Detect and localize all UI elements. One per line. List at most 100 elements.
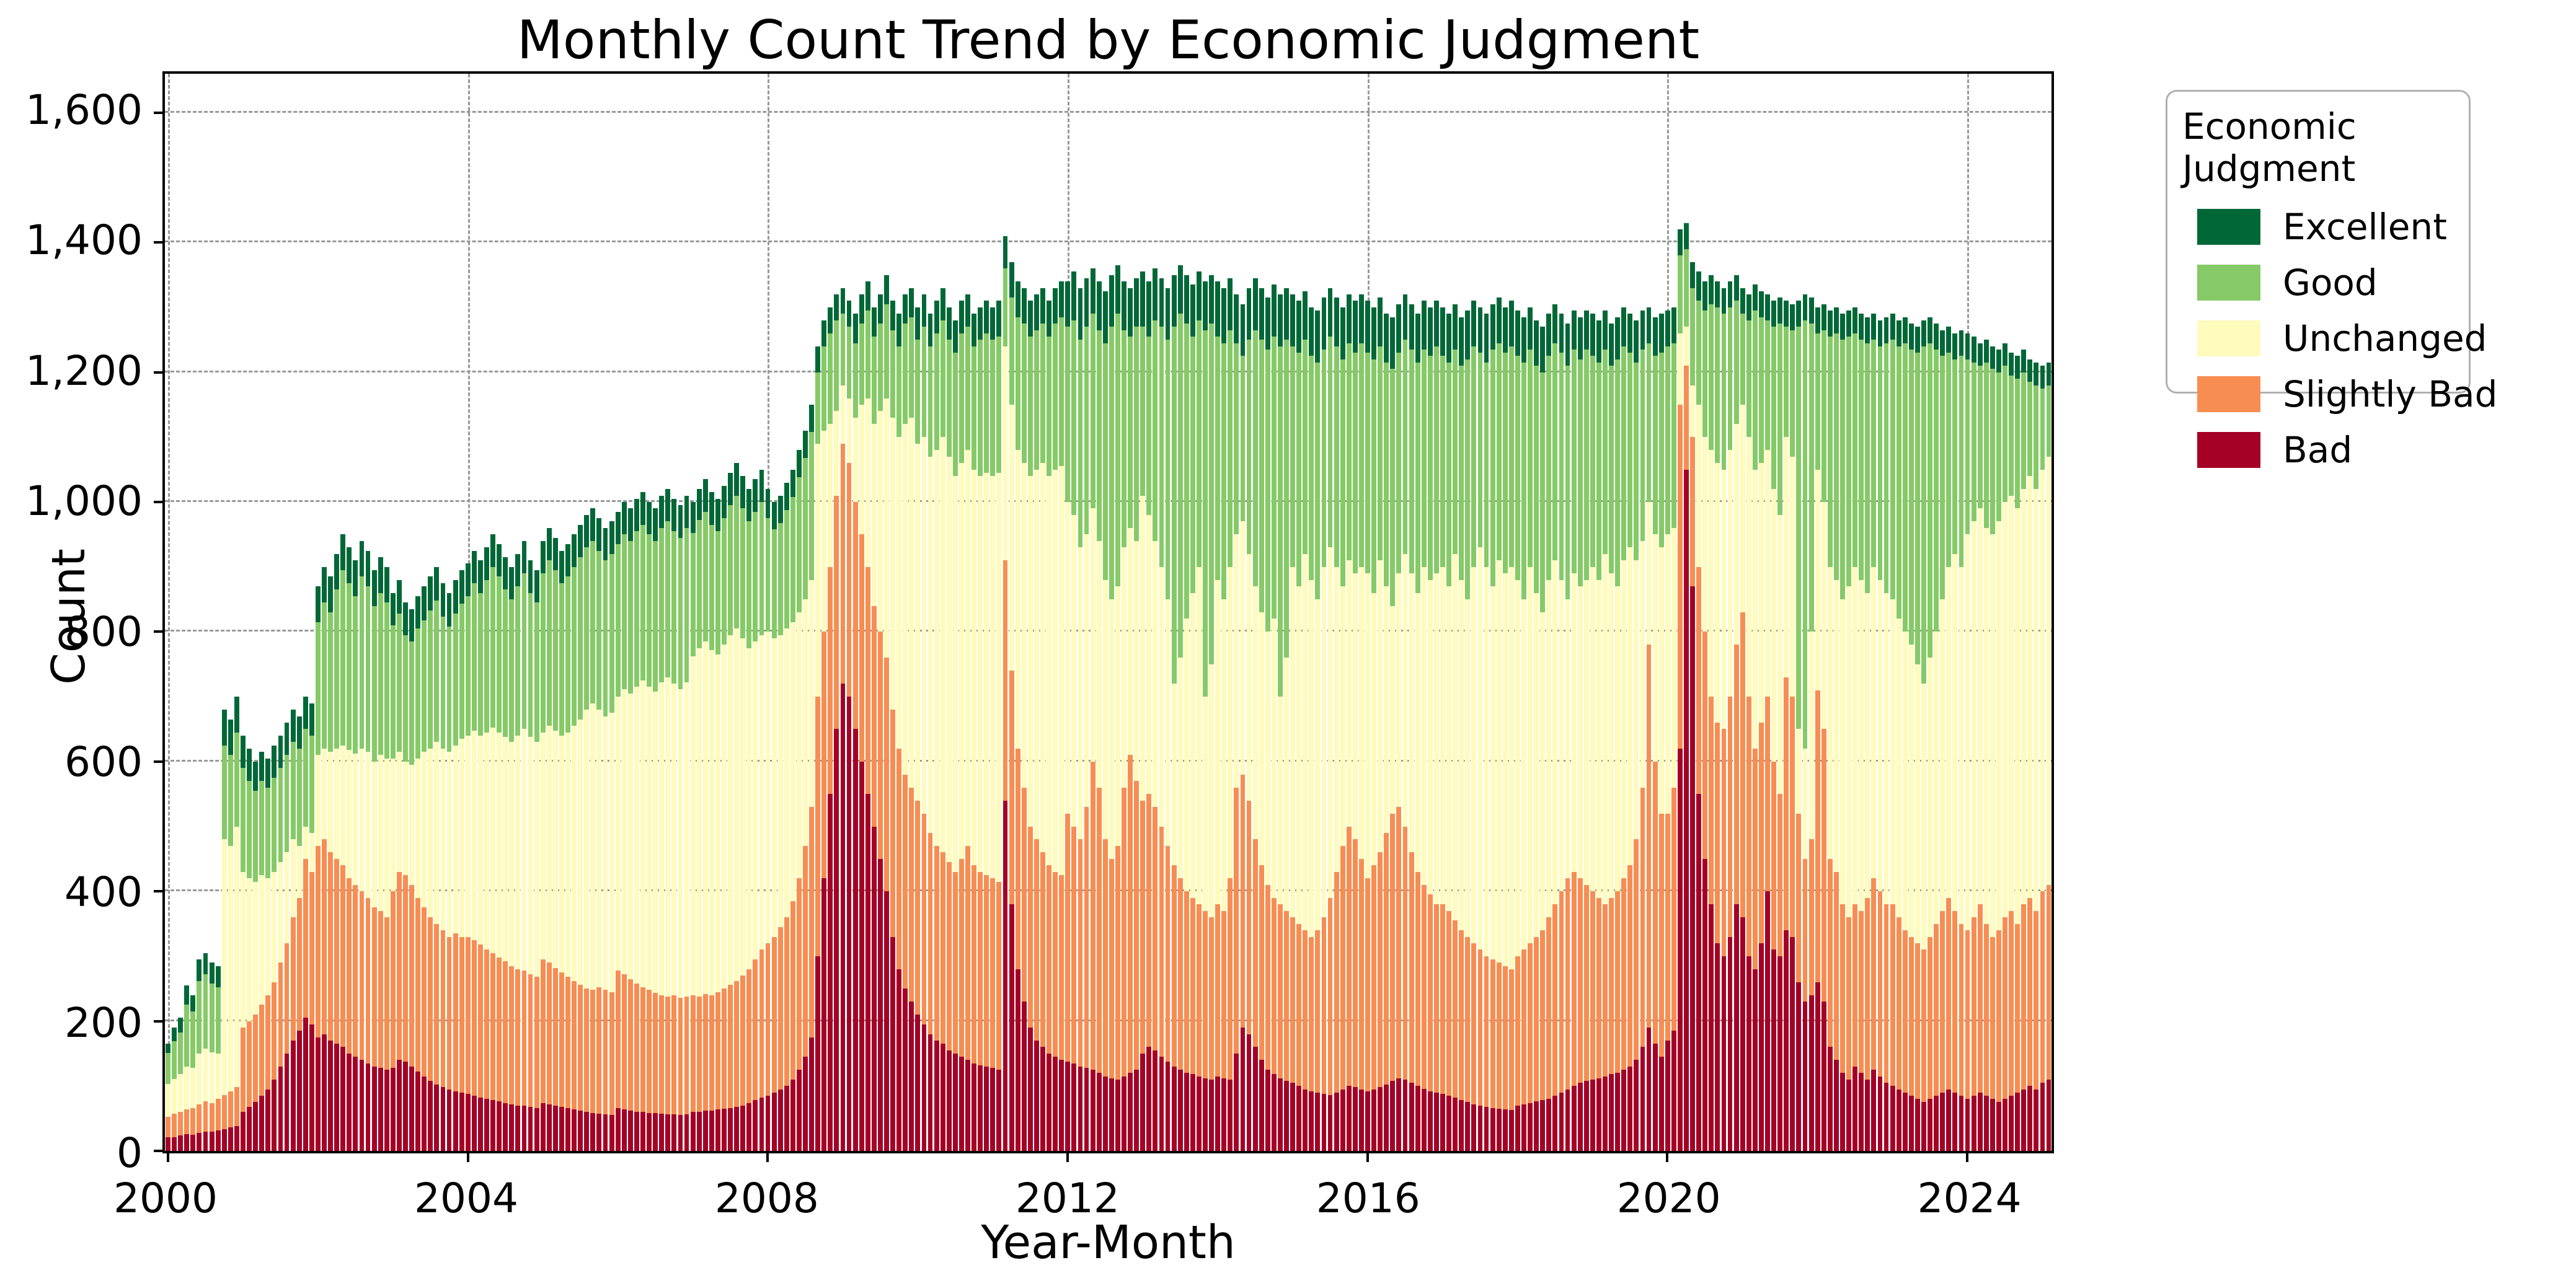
bar-segment-bad bbox=[303, 1018, 308, 1151]
bar-segment-slightly_bad bbox=[1534, 936, 1539, 1151]
h-gridline bbox=[165, 889, 2052, 892]
bar-segment-unchanged bbox=[1433, 573, 1439, 1151]
bar-segment-bad bbox=[1140, 1053, 1146, 1151]
bar-segment-slightly_bad bbox=[1122, 787, 1126, 1151]
bar-segment-bad bbox=[1627, 1066, 1633, 1151]
bar-segment-bad bbox=[665, 1114, 671, 1151]
bar-segment-bad bbox=[552, 1105, 558, 1151]
bar-segment-unchanged bbox=[784, 628, 789, 1151]
bar-segment-slightly_bad bbox=[634, 983, 639, 1151]
bar-segment-bad bbox=[1378, 1087, 1383, 1151]
y-tick-label: 1,200 bbox=[25, 346, 143, 395]
bar-month bbox=[446, 74, 453, 1151]
bar-segment-bad bbox=[1802, 1002, 1808, 1151]
bar-segment-bad bbox=[1727, 936, 1733, 1151]
bar-segment-bad bbox=[540, 1103, 546, 1151]
bar-segment-unchanged bbox=[1871, 566, 1877, 1151]
bar-segment-unchanged bbox=[722, 645, 727, 1151]
bar-month bbox=[309, 74, 315, 1151]
bar-segment-slightly_bad bbox=[1827, 858, 1833, 1151]
bar-segment-bad bbox=[1596, 1078, 1601, 1151]
bar-segment-slightly_bad bbox=[940, 852, 945, 1151]
bar-segment-slightly_bad bbox=[428, 917, 433, 1151]
bar-month bbox=[1490, 74, 1496, 1151]
bar-segment-slightly_bad bbox=[1453, 920, 1458, 1151]
bar-segment-bad bbox=[627, 1111, 633, 1151]
bar-segment-bad bbox=[590, 1113, 596, 1151]
bar-segment-unchanged bbox=[1471, 566, 1477, 1151]
bar-segment-slightly_bad bbox=[746, 969, 752, 1151]
bar-month bbox=[1409, 74, 1415, 1151]
bar-segment-slightly_bad bbox=[272, 982, 277, 1151]
bar-month bbox=[1983, 74, 1990, 1151]
bar-segment-bad bbox=[203, 1131, 208, 1151]
bar-segment-slightly_bad bbox=[952, 871, 958, 1151]
bar-month bbox=[583, 74, 590, 1151]
bar-segment-slightly_bad bbox=[334, 858, 340, 1151]
bar-segment-bad bbox=[1021, 1002, 1027, 1151]
bar-month bbox=[727, 74, 733, 1151]
bar-segment-unchanged bbox=[659, 682, 665, 1151]
bar-month bbox=[671, 74, 677, 1151]
bar-segment-bad bbox=[790, 1079, 795, 1151]
bar-month bbox=[715, 74, 721, 1151]
bar-segment-unchanged bbox=[2034, 489, 2039, 1151]
bar-month bbox=[1483, 74, 1489, 1151]
bar-month bbox=[421, 74, 427, 1151]
bar-segment-slightly_bad bbox=[640, 987, 645, 1151]
bar-segment-slightly_bad bbox=[1603, 904, 1608, 1151]
x-axis-label: Year-Month bbox=[981, 1216, 1236, 1269]
bar-month bbox=[1702, 74, 1708, 1151]
bar-month bbox=[1464, 74, 1471, 1151]
bar-month bbox=[1808, 74, 1815, 1151]
bar-segment-slightly_bad bbox=[1515, 956, 1520, 1151]
bar-month bbox=[1677, 74, 1683, 1151]
bar-segment-unchanged bbox=[1228, 566, 1233, 1151]
bar-segment-slightly_bad bbox=[1671, 787, 1676, 1151]
bar-segment-unchanged bbox=[1184, 619, 1189, 1151]
bar-month bbox=[1083, 74, 1089, 1151]
bar-segment-unchanged bbox=[615, 697, 621, 1151]
bar-segment-bad bbox=[296, 1031, 302, 1151]
bar-segment-slightly_bad bbox=[1109, 858, 1114, 1151]
bar-segment-unchanged bbox=[1908, 645, 1914, 1151]
bar-month bbox=[365, 74, 371, 1151]
bar-segment-slightly_bad bbox=[1840, 904, 1845, 1151]
bar-segment-slightly_bad bbox=[1359, 858, 1364, 1151]
bar-segment-slightly_bad bbox=[521, 970, 527, 1151]
bar-segment-slightly_bad bbox=[1908, 936, 1914, 1151]
bar-segment-unchanged bbox=[1190, 592, 1195, 1151]
bar-month bbox=[952, 74, 958, 1151]
legend-label: Bad bbox=[2283, 429, 2353, 471]
bar-segment-bad bbox=[1528, 1103, 1533, 1151]
bar-segment-bad bbox=[1790, 936, 1795, 1151]
bar-segment-bad bbox=[1196, 1076, 1202, 1151]
bar-segment-slightly_bad bbox=[765, 943, 771, 1151]
bar-segment-bad bbox=[178, 1135, 184, 1151]
bar-segment-unchanged bbox=[552, 730, 558, 1151]
bar-segment-bad bbox=[1215, 1076, 1221, 1151]
bar-segment-slightly_bad bbox=[890, 710, 896, 1151]
bar-month bbox=[1090, 74, 1096, 1151]
bar-segment-slightly_bad bbox=[803, 845, 808, 1151]
legend-label: Unchanged bbox=[2283, 317, 2487, 359]
bar-segment-bad bbox=[715, 1109, 720, 1151]
bar-segment-unchanged bbox=[503, 737, 508, 1151]
bar-segment-slightly_bad bbox=[596, 987, 602, 1151]
bar-segment-unchanged bbox=[1914, 664, 1920, 1151]
bar-segment-bad bbox=[272, 1079, 277, 1151]
bar-segment-bad bbox=[696, 1112, 702, 1151]
bar-month bbox=[2002, 74, 2008, 1151]
bar-segment-slightly_bad bbox=[1465, 936, 1471, 1151]
bar-segment-bad bbox=[1721, 956, 1727, 1151]
bar-segment-unchanged bbox=[1852, 566, 1858, 1151]
bar-segment-slightly_bad bbox=[1446, 910, 1451, 1151]
bar-segment-slightly_bad bbox=[365, 897, 371, 1151]
bar-segment-bad bbox=[1047, 1053, 1051, 1151]
bar-segment-unchanged bbox=[490, 728, 496, 1151]
bar-segment-bad bbox=[1477, 1105, 1483, 1151]
bar-segment-bad bbox=[1815, 982, 1820, 1151]
bar-segment-bad bbox=[190, 1134, 196, 1151]
bar-segment-slightly_bad bbox=[1459, 930, 1464, 1151]
bar-month bbox=[1602, 74, 1608, 1151]
